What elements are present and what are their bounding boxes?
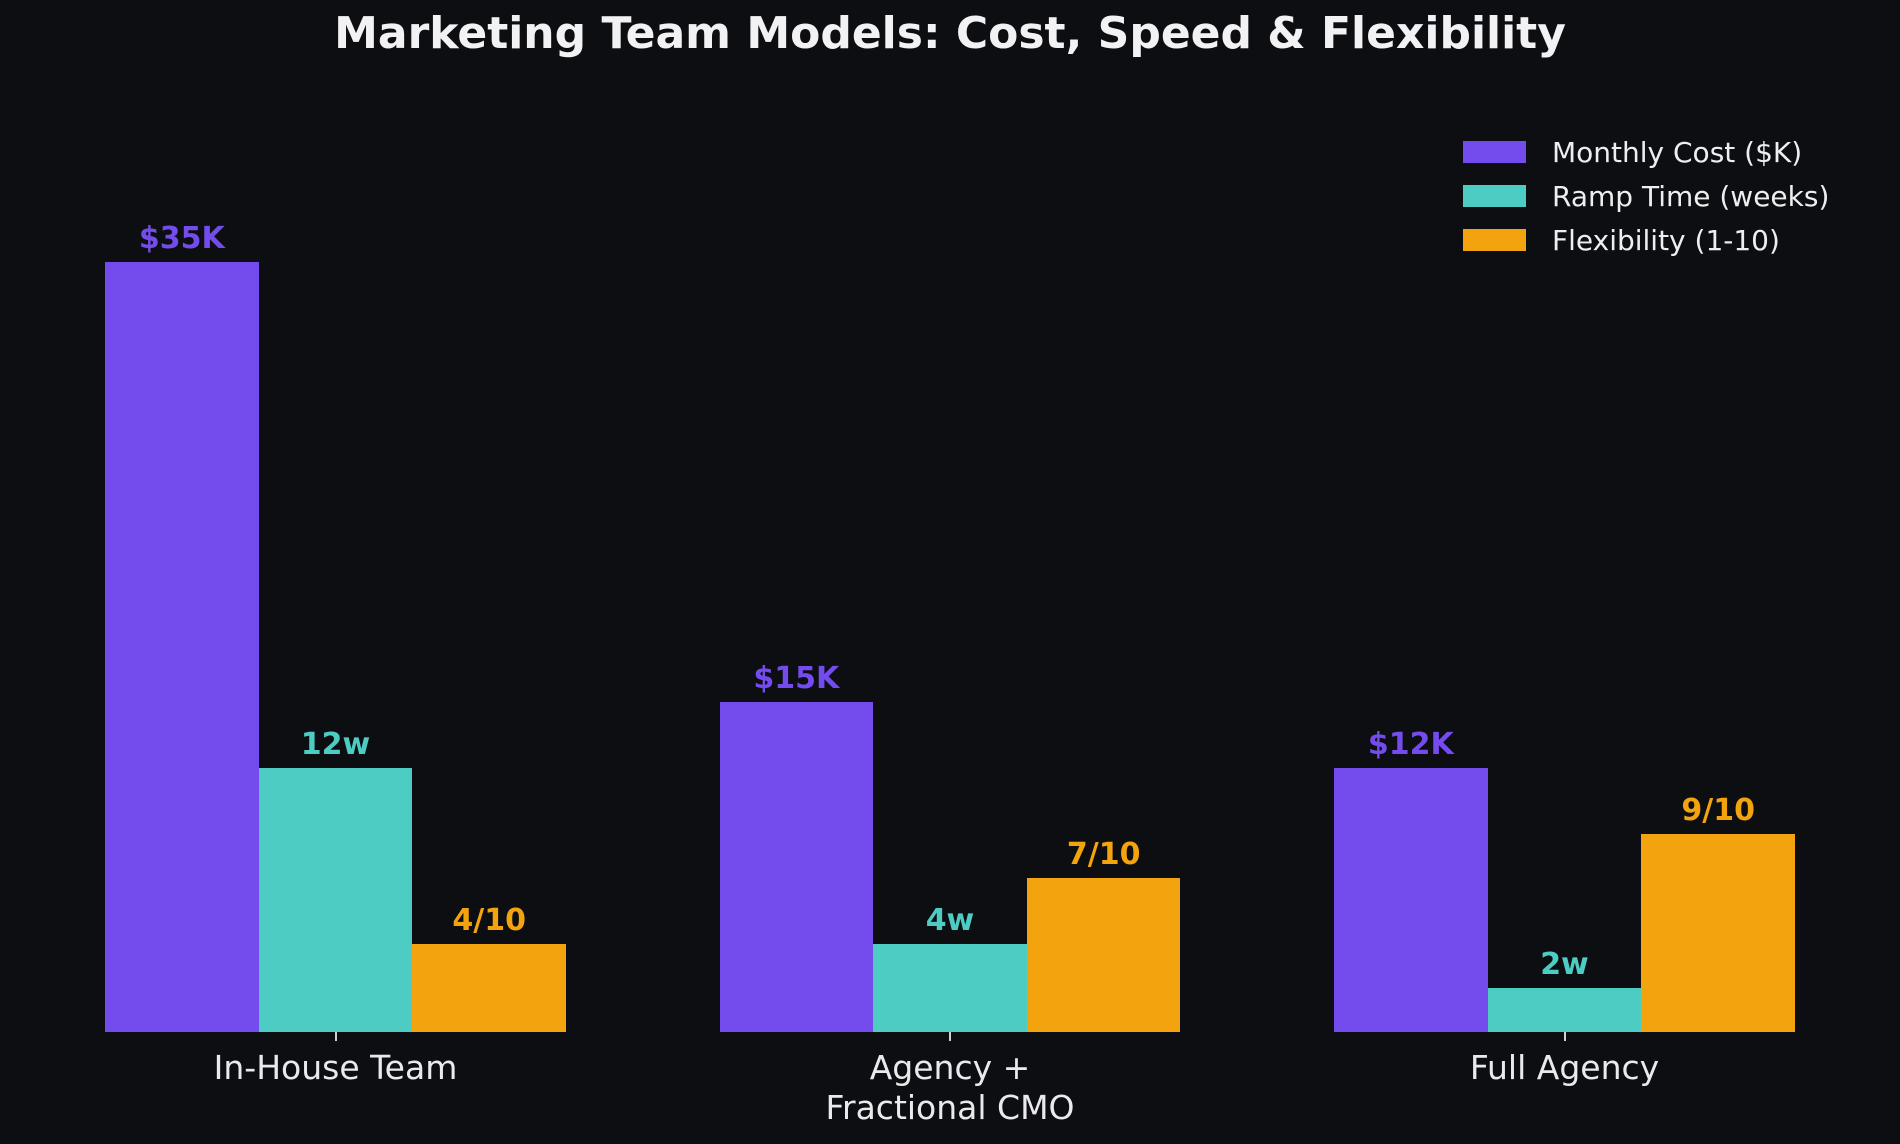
x-axis-tick-group3 bbox=[1563, 1032, 1566, 1041]
legend-item-ramp-time: Ramp Time (weeks) bbox=[1463, 174, 1829, 218]
bar-ramp-time-group1 bbox=[258, 768, 413, 1032]
bar-value-label-flexibility-group2: 7/10 bbox=[1066, 837, 1141, 872]
legend-label-ramp-time: Ramp Time (weeks) bbox=[1552, 179, 1830, 213]
x-axis-tick-group2 bbox=[949, 1032, 951, 1041]
chart-title: Marketing Team Models: Cost, Speed & Fle… bbox=[334, 8, 1566, 59]
bar-value-label-monthly-cost-group2: $15K bbox=[753, 661, 840, 696]
bar-flexibility-group3 bbox=[1641, 834, 1795, 1032]
category-label-group1: In-House Team bbox=[213, 1048, 458, 1087]
legend-label-flexibility: Flexibility (1-10) bbox=[1552, 223, 1780, 257]
bar-monthly-cost-group2 bbox=[719, 702, 874, 1032]
bar-flexibility-group1 bbox=[412, 944, 566, 1032]
bar-value-label-ramp-time-group1: 12w bbox=[300, 727, 371, 762]
bar-ramp-time-group2 bbox=[873, 944, 1027, 1032]
bar-value-label-ramp-time-group2: 4w bbox=[925, 903, 975, 938]
bar-value-label-monthly-cost-group1: $35K bbox=[138, 221, 225, 256]
bar-monthly-cost-group3 bbox=[1334, 768, 1488, 1032]
bar-ramp-time-group3 bbox=[1487, 988, 1642, 1032]
bar-monthly-cost-group1 bbox=[105, 262, 259, 1032]
category-label-group3: Full Agency bbox=[1469, 1048, 1660, 1087]
legend-swatch-ramp-time-icon bbox=[1463, 185, 1526, 207]
category-label-group2: Agency + Fractional CMO bbox=[825, 1048, 1075, 1127]
bar-value-label-flexibility-group3: 9/10 bbox=[1681, 793, 1755, 828]
bar-flexibility-group2 bbox=[1026, 878, 1181, 1032]
bar-value-label-flexibility-group1: 4/10 bbox=[452, 903, 526, 938]
legend-item-flexibility: Flexibility (1-10) bbox=[1463, 218, 1829, 262]
x-axis-tick-group1 bbox=[334, 1032, 337, 1041]
legend-swatch-flexibility-icon bbox=[1463, 229, 1526, 251]
legend-item-monthly-cost: Monthly Cost ($K) bbox=[1463, 130, 1829, 174]
bar-value-label-monthly-cost-group3: $12K bbox=[1367, 727, 1454, 762]
bar-value-label-ramp-time-group3: 2w bbox=[1540, 947, 1589, 982]
legend-swatch-monthly-cost-icon bbox=[1463, 141, 1526, 163]
legend: Monthly Cost ($K) Ramp Time (weeks) Flex… bbox=[1463, 130, 1829, 262]
legend-label-monthly-cost: Monthly Cost ($K) bbox=[1552, 135, 1803, 169]
